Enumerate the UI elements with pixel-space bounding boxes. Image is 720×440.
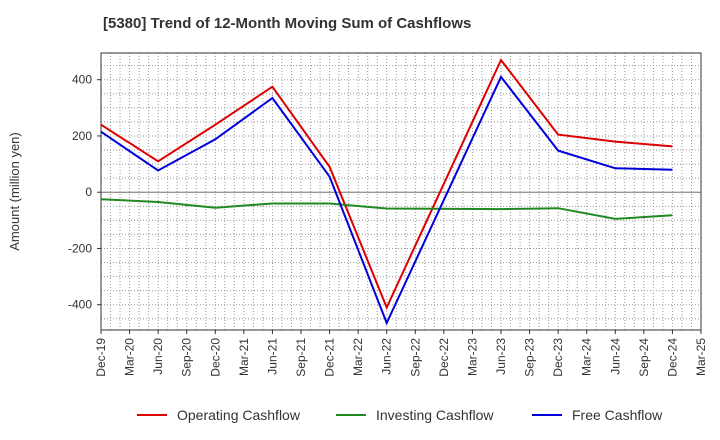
legend-label: Investing Cashflow (376, 407, 494, 423)
y-tick-label: -200 (68, 241, 92, 255)
plot-frame (100, 52, 702, 331)
series-layer (100, 58, 673, 326)
series-line-operating-cashflow (100, 58, 673, 311)
x-tick-label: Mar-20 (123, 338, 137, 376)
x-tick-label: Dec-20 (208, 338, 222, 377)
y-axis-label: Amount (million yen) (7, 132, 22, 251)
x-tick-label: Jun-22 (380, 338, 394, 375)
x-tick-label: Sep-23 (523, 338, 537, 377)
legend-swatch (137, 414, 167, 416)
series-line-free-cashflow (100, 74, 673, 326)
series-line-investing-cashflow (100, 198, 673, 220)
x-tick-label: Mar-23 (465, 338, 479, 376)
x-tick-label: Jun-24 (608, 338, 622, 375)
grid-layer (101, 53, 701, 330)
x-tick-label: Mar-22 (351, 338, 365, 376)
y-tick-label: -400 (68, 298, 92, 312)
chart-title: [5380] Trend of 12-Month Moving Sum of C… (103, 15, 472, 32)
x-tick-label: Sep-20 (180, 338, 194, 377)
x-tick-label: Dec-24 (665, 338, 679, 377)
x-tick-label: Jun-20 (151, 338, 165, 375)
legend-item: Free Cashflow (532, 403, 662, 427)
x-tick-label: Mar-25 (694, 338, 708, 376)
x-tick-label: Dec-23 (551, 338, 565, 377)
y-tick-label: 0 (85, 185, 92, 199)
y-tick-labels: -400 -200 0 200 400 (68, 73, 101, 312)
x-tick-label: Jun-23 (494, 338, 508, 375)
x-tick-labels: Dec-19 Mar-20 Jun-20 Sep-20 Dec-20 Mar-21 Jun-… (94, 330, 708, 377)
x-tick-label: Dec-22 (437, 338, 451, 377)
y-tick-label: 200 (72, 129, 92, 143)
legend-swatch (532, 414, 562, 416)
x-tick-label: Dec-19 (94, 338, 108, 377)
x-tick-label: Sep-24 (637, 338, 651, 377)
x-tick-label: Mar-24 (580, 338, 594, 376)
y-tick-label: 400 (72, 73, 92, 87)
x-tick-label: Jun-21 (265, 338, 279, 375)
x-tick-label: Mar-21 (237, 338, 251, 376)
legend-item: Investing Cashflow (336, 403, 494, 427)
x-tick-label: Sep-22 (408, 338, 422, 377)
legend-item: Operating Cashflow (137, 403, 300, 427)
legend-swatch (336, 414, 366, 416)
legend-label: Free Cashflow (572, 407, 663, 423)
x-tick-label: Dec-21 (323, 338, 337, 377)
legend: Operating Cashflow Investing Cashflow Free… (0, 403, 720, 427)
legend-label: Operating Cashflow (177, 407, 300, 423)
x-tick-label: Sep-21 (294, 338, 308, 377)
